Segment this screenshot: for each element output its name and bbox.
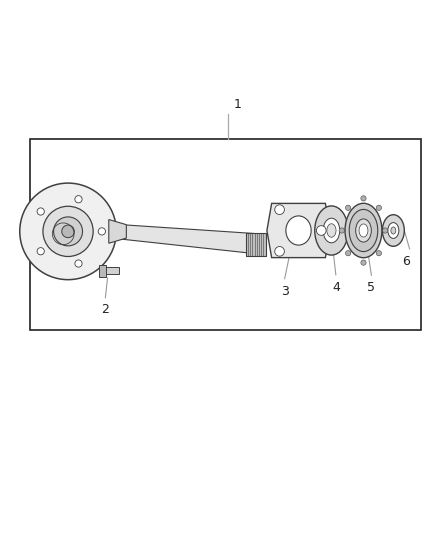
- Ellipse shape: [387, 223, 398, 238]
- Ellipse shape: [381, 215, 403, 246]
- Ellipse shape: [285, 216, 311, 245]
- Ellipse shape: [358, 224, 367, 237]
- Text: 6: 6: [402, 255, 410, 268]
- Circle shape: [53, 217, 82, 246]
- Circle shape: [338, 228, 343, 233]
- Circle shape: [360, 196, 365, 201]
- Bar: [30, 139, 420, 330]
- Ellipse shape: [322, 218, 339, 243]
- Circle shape: [274, 205, 284, 214]
- Bar: [105, 268, 118, 274]
- Circle shape: [75, 196, 82, 203]
- Ellipse shape: [314, 206, 347, 255]
- Bar: [245, 233, 265, 256]
- Polygon shape: [266, 204, 329, 257]
- Ellipse shape: [348, 209, 377, 252]
- Ellipse shape: [344, 203, 381, 258]
- Circle shape: [382, 228, 387, 233]
- Circle shape: [37, 248, 44, 255]
- Text: 5: 5: [367, 281, 374, 294]
- Ellipse shape: [390, 227, 395, 234]
- Circle shape: [360, 260, 365, 265]
- Text: 3: 3: [280, 285, 288, 298]
- Text: 1: 1: [233, 98, 241, 111]
- Circle shape: [345, 205, 350, 211]
- Bar: [99, 265, 106, 277]
- Text: 4: 4: [331, 280, 339, 294]
- Circle shape: [37, 208, 44, 215]
- Polygon shape: [115, 224, 265, 255]
- Circle shape: [98, 228, 105, 235]
- Circle shape: [375, 251, 381, 256]
- Circle shape: [345, 251, 350, 256]
- Ellipse shape: [355, 219, 371, 242]
- Circle shape: [274, 247, 284, 256]
- Polygon shape: [109, 220, 126, 243]
- Circle shape: [20, 183, 116, 280]
- Circle shape: [62, 225, 74, 238]
- Text: 2: 2: [101, 303, 109, 317]
- Circle shape: [75, 260, 82, 267]
- Ellipse shape: [326, 224, 335, 237]
- Circle shape: [375, 205, 381, 211]
- Circle shape: [316, 225, 325, 236]
- Circle shape: [43, 206, 93, 256]
